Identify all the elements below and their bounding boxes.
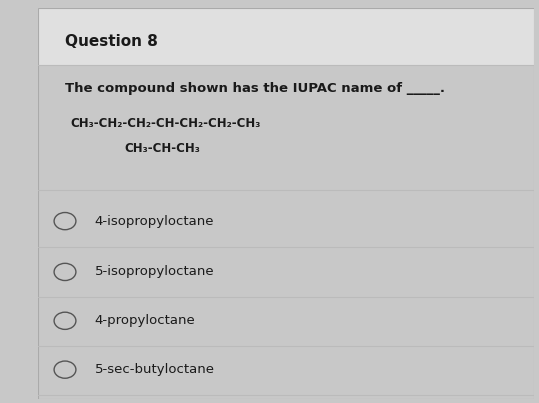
Text: 4-propyloctane: 4-propyloctane [95,314,196,327]
Text: The compound shown has the IUPAC name of _____.: The compound shown has the IUPAC name of… [65,82,445,95]
Text: 5-isopropyloctane: 5-isopropyloctane [95,266,215,278]
Bar [38,8,534,65]
Text: CH₃-CH₂-CH₂-CH-CH₂-CH₂-CH₃: CH₃-CH₂-CH₂-CH-CH₂-CH₂-CH₃ [70,117,260,130]
Text: 4-isopropyloctane: 4-isopropyloctane [95,215,215,228]
Text: CH₃-CH-CH₃: CH₃-CH-CH₃ [125,142,201,155]
Text: Question 8: Question 8 [65,34,158,49]
Text: 5-sec-butyloctane: 5-sec-butyloctane [95,363,215,376]
